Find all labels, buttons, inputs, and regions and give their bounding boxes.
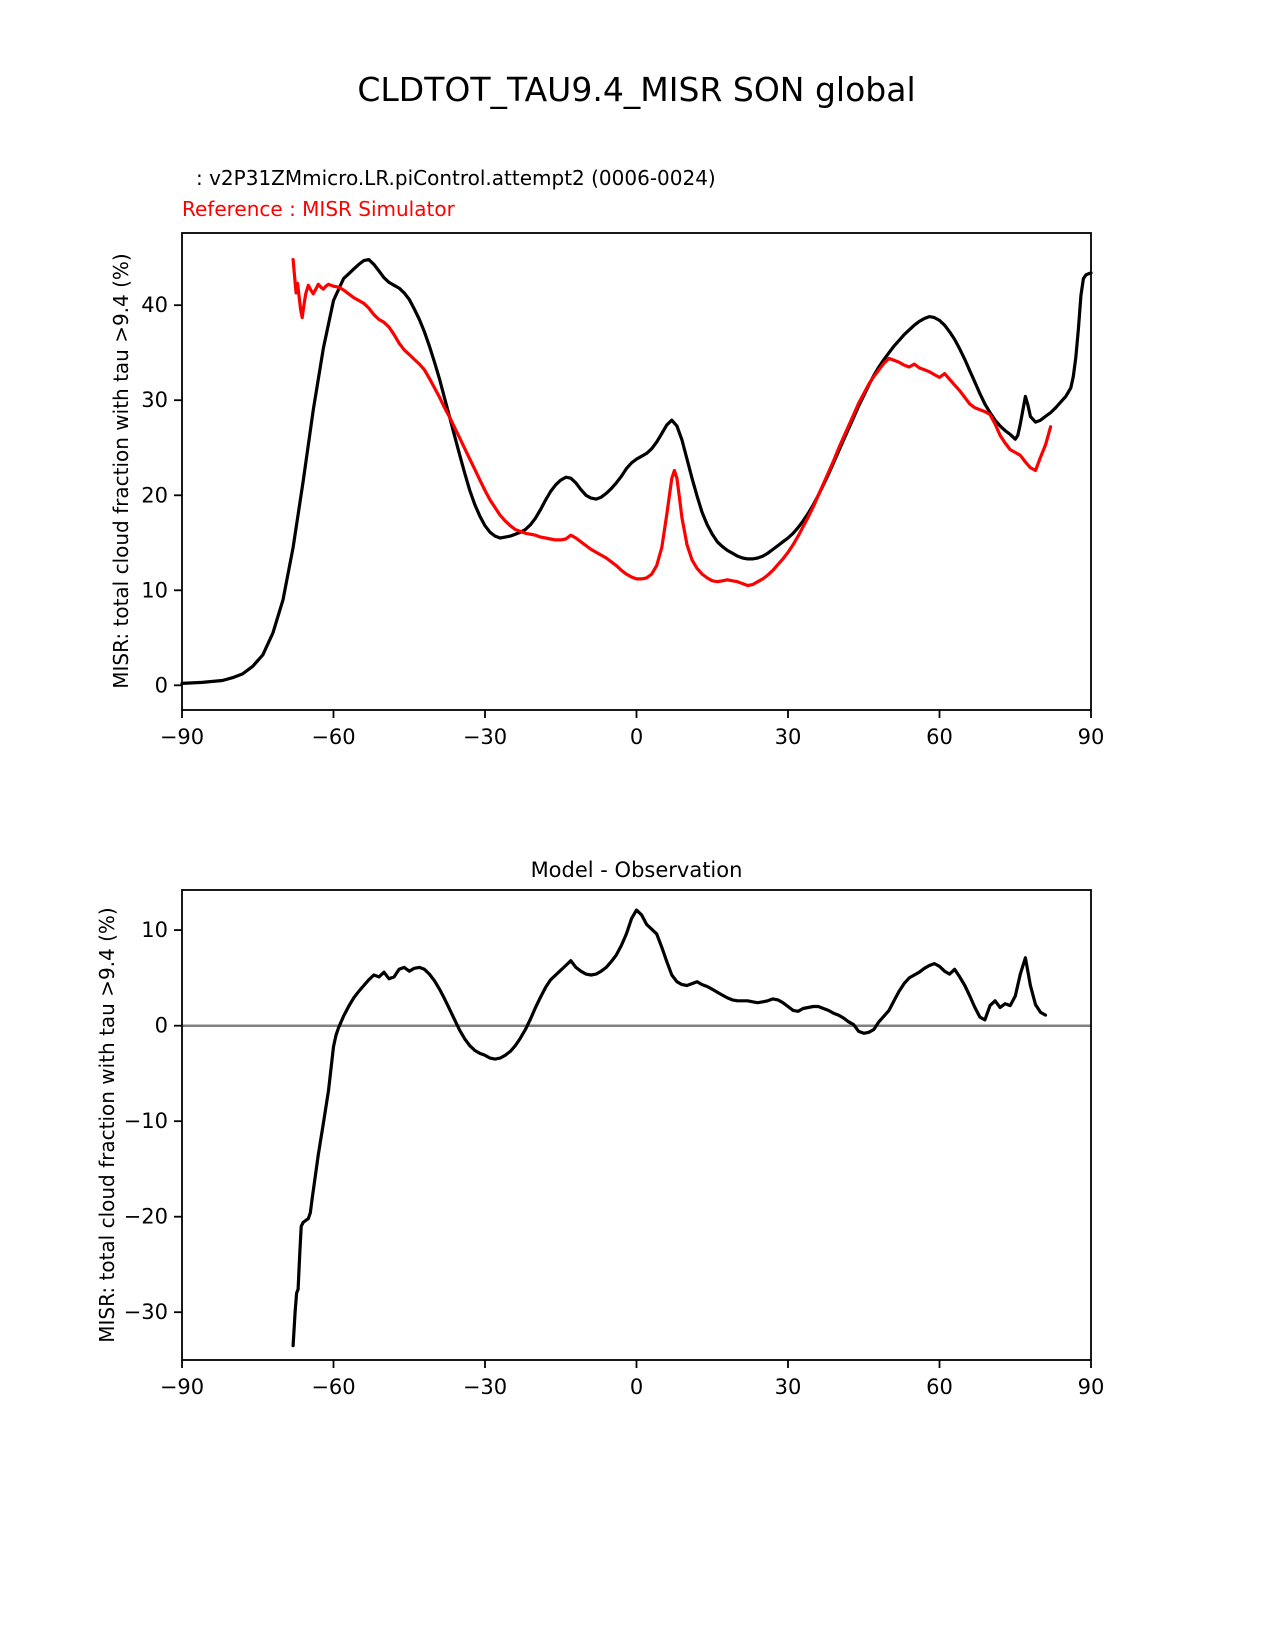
x-tick-label: 90: [1078, 725, 1105, 749]
x-tick-label: 30: [775, 1375, 802, 1399]
series-line-0: [180, 257, 1093, 685]
x-tick-label: 90: [1078, 1375, 1105, 1399]
figure-title: CLDTOT_TAU9.4_MISR SON global: [357, 70, 916, 109]
x-tick-label: −60: [311, 725, 355, 749]
y-tick-label: 10: [141, 578, 168, 602]
y-tick-label: −10: [124, 1109, 168, 1133]
x-tick-label: −60: [311, 1375, 355, 1399]
x-tick-label: 30: [775, 725, 802, 749]
top-plot: −90 −60 −30 0 30 60 90 0 10 20 30 40: [141, 232, 1105, 749]
x-tick-label: −30: [463, 1375, 507, 1399]
y-tick-label: −20: [124, 1205, 168, 1229]
y-tick-label: −30: [124, 1300, 168, 1324]
reference-subtitle: Reference : MISR Simulator: [182, 197, 455, 221]
x-tick-label: 0: [630, 725, 643, 749]
bottom-panel-title: Model - Observation: [530, 858, 743, 882]
bottom-plot: −90 −60 −30 0 30 60 90 −30 −20 −10 0 10: [124, 889, 1105, 1399]
y-tick-label: 30: [141, 388, 168, 412]
y-tick-label: 0: [155, 1014, 168, 1038]
y-tick-label: 0: [155, 673, 168, 697]
series-line-0: [291, 908, 1048, 1348]
axes-frame: [181, 889, 1092, 1361]
axes-frame: [181, 232, 1092, 711]
model-subtitle: : v2P31ZMmicro.LR.piControl.attempt2 (00…: [196, 166, 716, 190]
x-tick-label: 0: [630, 1375, 643, 1399]
y-tick-label: 40: [141, 293, 168, 317]
y-axis-label-bottom: MISR: total cloud fraction with tau >9.4…: [95, 907, 119, 1343]
x-tick-label: −90: [160, 1375, 204, 1399]
x-tick-label: −90: [160, 725, 204, 749]
series-line-1: [291, 257, 1053, 588]
y-tick-label: 20: [141, 483, 168, 507]
x-tick-label: 60: [926, 725, 953, 749]
x-tick-label: 60: [926, 1375, 953, 1399]
x-tick-label: −30: [463, 725, 507, 749]
y-tick-label: 10: [141, 918, 168, 942]
